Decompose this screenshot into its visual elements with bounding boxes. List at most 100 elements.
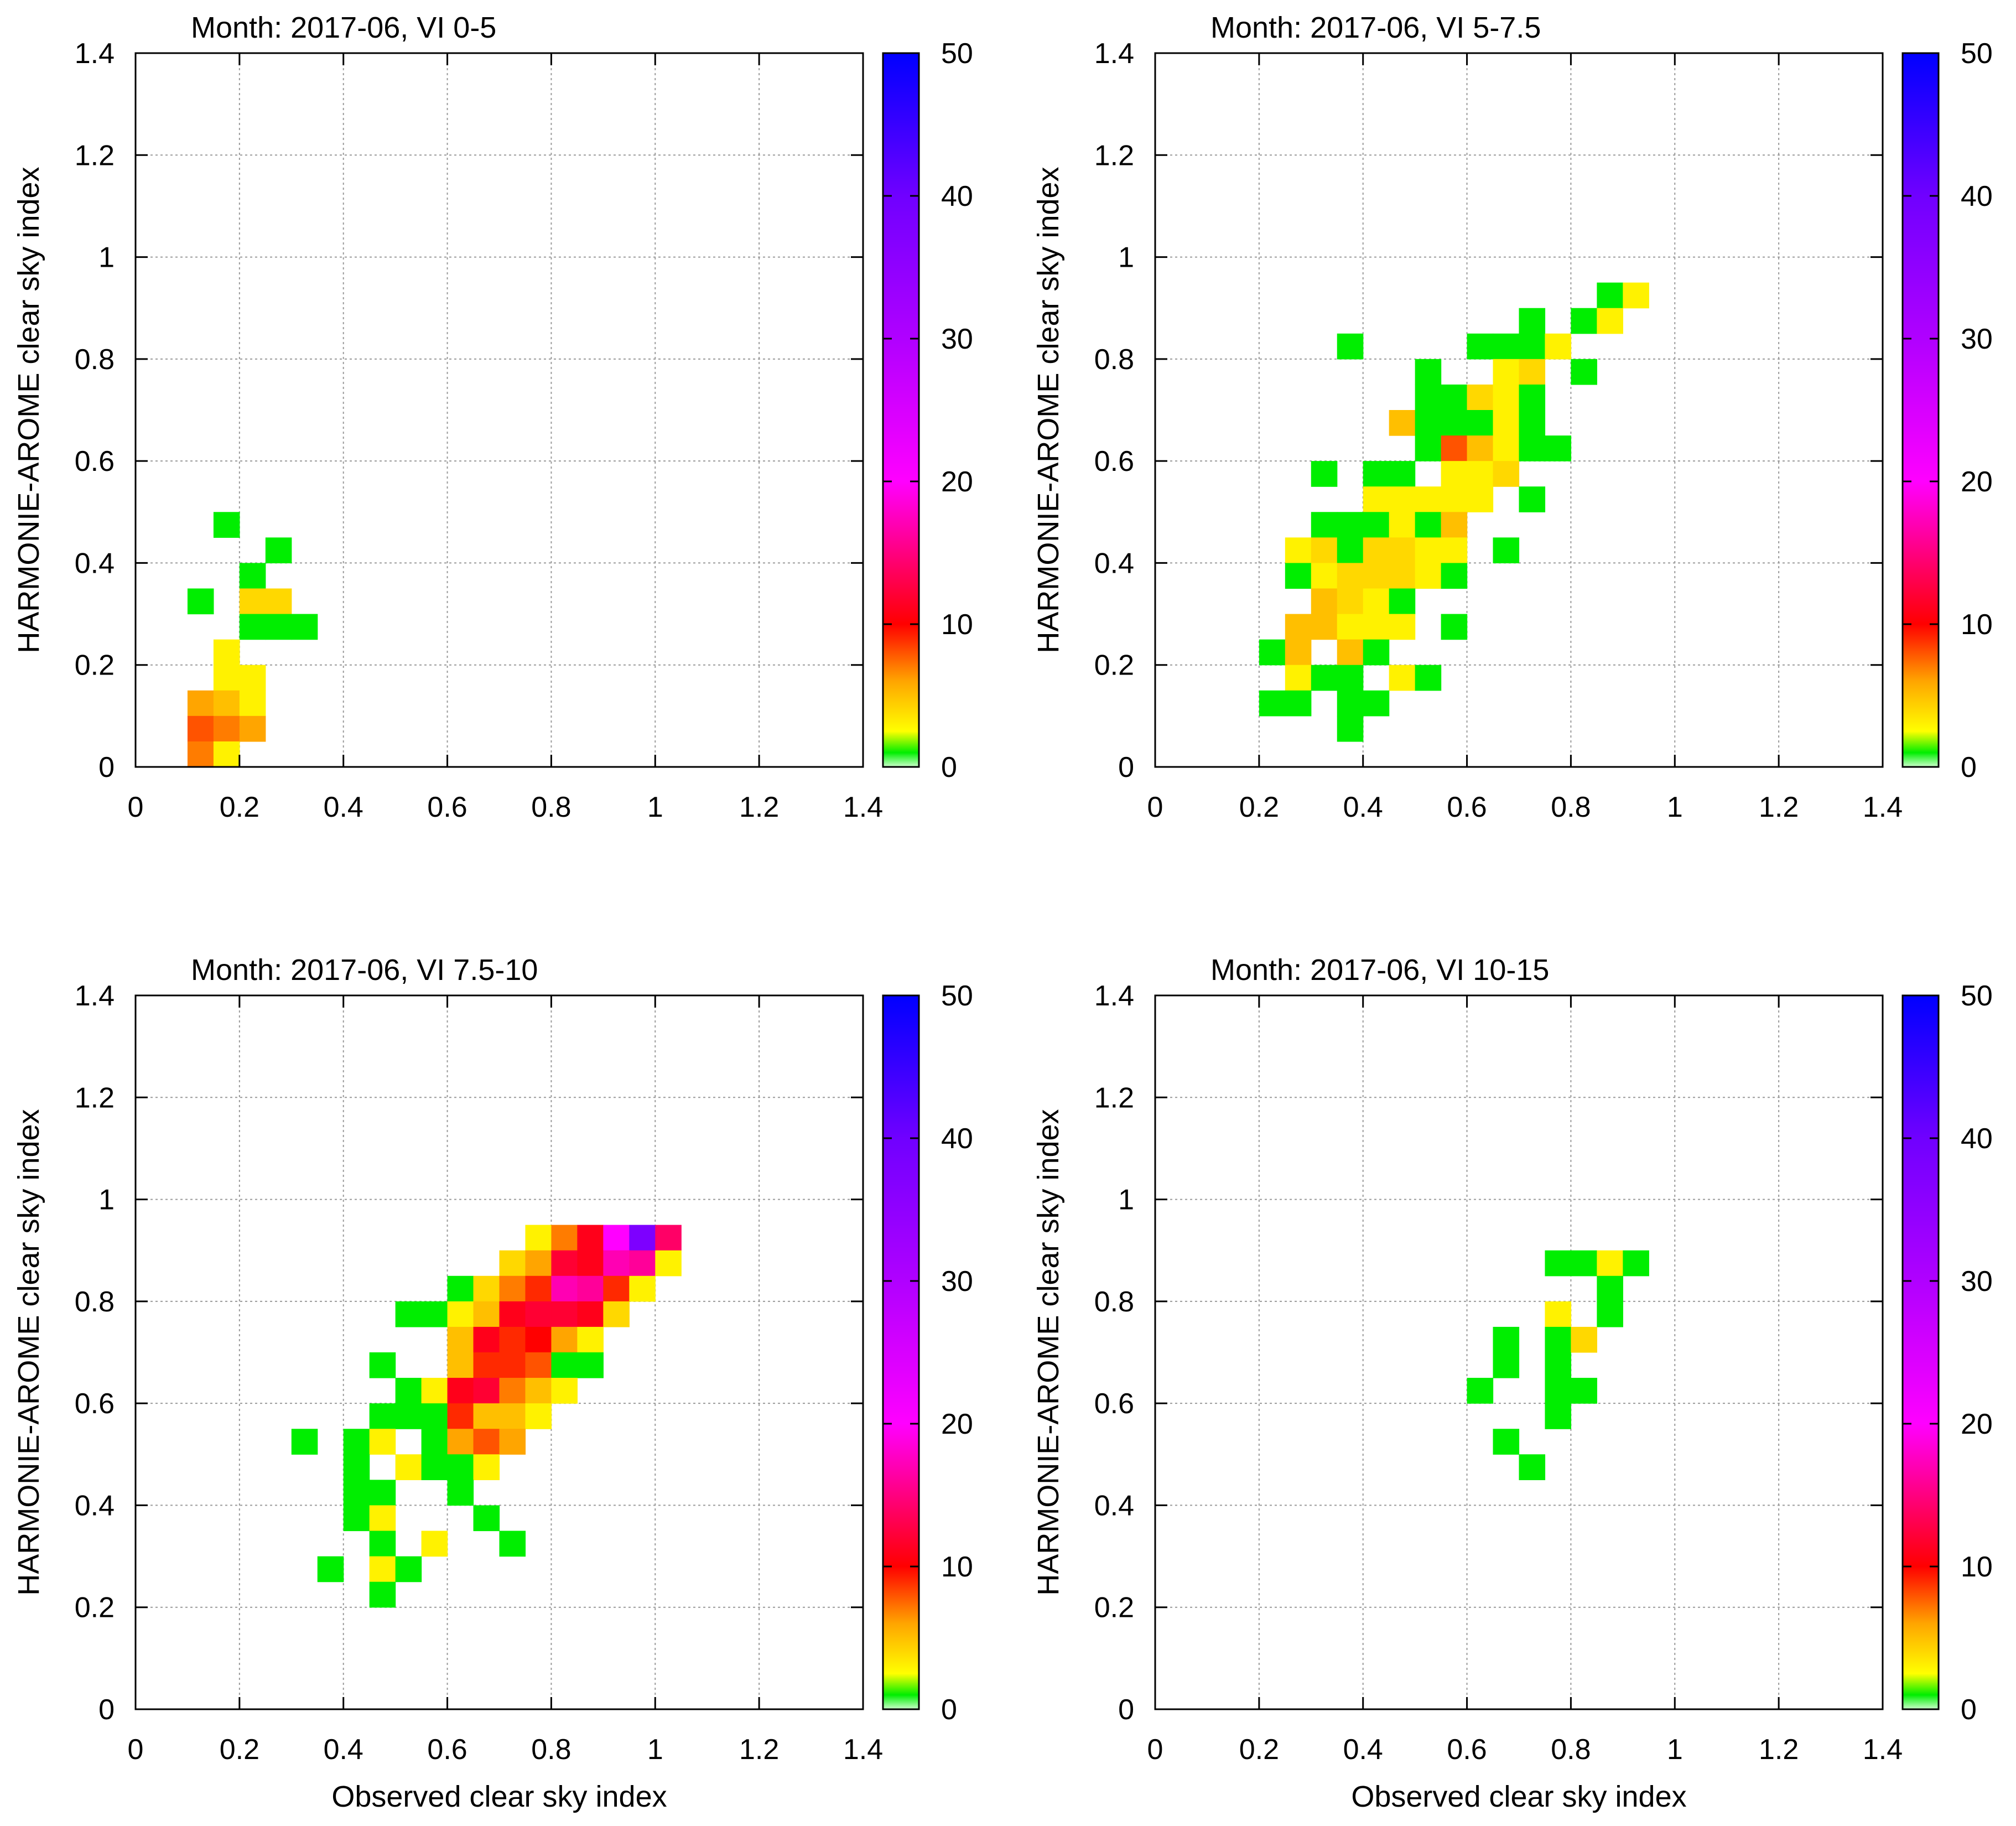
heatmap-cell xyxy=(369,1480,396,1506)
x-tick-label: 1 xyxy=(1667,1734,1683,1766)
heatmap-cell xyxy=(1285,563,1312,589)
heatmap-cell xyxy=(577,1301,604,1327)
heatmap-cell xyxy=(1311,665,1338,691)
x-tick-label: 0.2 xyxy=(220,1734,259,1766)
heatmap-cell xyxy=(265,588,292,615)
x-tick-label: 0 xyxy=(1147,1734,1163,1766)
heatmap-cell xyxy=(499,1403,526,1429)
y-tick-label: 1 xyxy=(1118,1184,1134,1216)
y-tick-label: 0.6 xyxy=(1094,1388,1134,1420)
heatmap-cell xyxy=(499,1275,526,1302)
heatmap-cell xyxy=(1363,563,1390,589)
heatmap-cell xyxy=(1389,588,1416,615)
heatmap-cell xyxy=(1311,614,1338,640)
y-tick-label: 1 xyxy=(98,242,115,274)
heatmap-cell xyxy=(421,1378,448,1404)
heatmap-cell xyxy=(499,1378,526,1404)
heatmap-cell xyxy=(473,1352,500,1378)
y-tick-label: 0.6 xyxy=(75,1388,115,1420)
heatmap-cell xyxy=(1311,512,1338,538)
heatmap-cell xyxy=(473,1429,500,1455)
x-tick-label: 0.8 xyxy=(531,791,571,823)
colorbar-frame xyxy=(882,994,920,1710)
heatmap-cell xyxy=(1363,537,1390,564)
colorbar-tick-label: 50 xyxy=(941,38,973,70)
heatmap-cell xyxy=(1363,614,1390,640)
heatmap-cell xyxy=(499,1326,526,1353)
heatmap-cell xyxy=(1519,1454,1546,1480)
heatmap-cell xyxy=(473,1301,500,1327)
heatmap-cell xyxy=(1545,333,1572,360)
heatmap-cell xyxy=(343,1480,370,1506)
heatmap-cell xyxy=(1311,588,1338,615)
heatmap-cell xyxy=(1441,537,1468,564)
heatmap-cell xyxy=(1519,308,1546,334)
y-tick-label: 1.4 xyxy=(75,980,115,1012)
heatmap-cell xyxy=(551,1301,578,1327)
colorbar-tick-label: 40 xyxy=(1961,1123,1993,1155)
heatmap-cell xyxy=(1337,333,1364,360)
heatmap-cell xyxy=(1441,512,1468,538)
heatmap-cell xyxy=(1441,563,1468,589)
heatmap-cell xyxy=(1389,512,1416,538)
heatmap-cell xyxy=(1389,410,1416,436)
heatmap-cell xyxy=(1493,537,1520,564)
heatmap-cell xyxy=(1545,1403,1572,1429)
heatmap-cell xyxy=(1623,1250,1649,1277)
heatmap-cell xyxy=(395,1301,422,1327)
heatmap-cell xyxy=(343,1505,370,1532)
heatmap-cell xyxy=(551,1352,578,1378)
heatmap-cell xyxy=(1467,1378,1494,1404)
x-tick-label: 1 xyxy=(647,791,663,823)
heatmap-cell xyxy=(1363,588,1390,615)
x-tick-label: 0.6 xyxy=(427,791,467,823)
heatmap-cell xyxy=(1519,333,1546,360)
x-tick-label: 1.2 xyxy=(739,1734,779,1766)
panel-2: 0 0.2 0.4 0.6 0.8 1 1.2 1.4 0 0.2 0.4 0.6 0.8 1 1.2 1.4… xyxy=(1032,11,1993,823)
x-tick-label: 0 xyxy=(1147,791,1163,823)
heatmap-cell xyxy=(421,1531,448,1557)
panel-1: 0 0.2 0.4 0.6 0.8 1 1.2 1.4 0 0.2 0.4 0.6 0.8 1 1.2 1.4… xyxy=(12,11,973,823)
heatmap-cell xyxy=(291,614,318,640)
heatmap-cell xyxy=(213,741,240,767)
x-tick-label: 0.4 xyxy=(1343,1734,1383,1766)
heatmap-cell xyxy=(1597,1250,1623,1277)
heatmap-cell xyxy=(239,690,266,717)
x-tick-label: 1.2 xyxy=(739,791,779,823)
heatmap-cell xyxy=(629,1225,656,1251)
heatmap-cell xyxy=(1363,486,1390,512)
y-tick-label: 1 xyxy=(98,1184,115,1216)
colorbar-tick-label: 0 xyxy=(941,751,957,784)
heatmap-cell xyxy=(1415,410,1442,436)
heatmap-cell xyxy=(1519,410,1546,436)
heatmap-cell xyxy=(447,1326,474,1353)
heatmap-cell xyxy=(603,1301,630,1327)
heatmap-cell xyxy=(1285,665,1312,691)
chart-title: Month: 2017-06, VI 10-15 xyxy=(1210,953,1549,987)
heatmap-cell xyxy=(551,1225,578,1251)
heatmap-cell xyxy=(1337,614,1364,640)
y-axis-label: HARMONIE-AROME clear sky index xyxy=(12,167,45,653)
heatmap-cell xyxy=(447,1352,474,1378)
heatmap-cell xyxy=(1597,308,1623,334)
y-tick-label: 1.4 xyxy=(1094,980,1134,1012)
heatmap-cell xyxy=(187,715,214,742)
heatmap-cell xyxy=(369,1352,396,1378)
heatmap-cell xyxy=(1441,410,1468,436)
x-tick-label: 1 xyxy=(1667,791,1683,823)
heatmap-cell xyxy=(369,1531,396,1557)
heatmap-cell xyxy=(1337,537,1364,564)
x-tick-label: 1.4 xyxy=(843,1734,883,1766)
x-tick-label: 0.4 xyxy=(1343,791,1383,823)
plot-frame xyxy=(1154,52,1884,768)
plot-frame xyxy=(1154,994,1884,1710)
heatmap-cell xyxy=(1285,537,1312,564)
heatmap-cell xyxy=(1493,1352,1520,1378)
colorbar-tick-label: 10 xyxy=(941,609,973,641)
x-tick-label: 0.6 xyxy=(1447,1734,1487,1766)
panel-3: 0 0.2 0.4 0.6 0.8 1 1.2 1.4 0 0.2 0.4 0.6 0.8 1 1.2 1.4… xyxy=(12,953,973,1813)
plot-frame xyxy=(134,994,864,1710)
heatmap-cell xyxy=(1493,1429,1520,1455)
x-axis-label: Observed clear sky index xyxy=(1351,1780,1686,1813)
